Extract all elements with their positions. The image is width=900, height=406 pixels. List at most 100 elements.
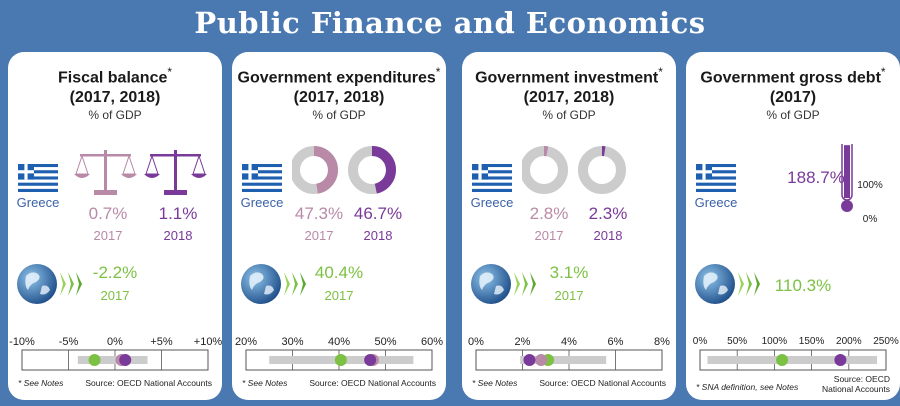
greece-marker-2017 (535, 354, 548, 366)
oecd-logo-icon (471, 264, 536, 304)
oecd-value: -2.2% (92, 263, 138, 282)
panel-title-main: Government expenditures (237, 69, 436, 87)
panel-title-years: (2017) (769, 89, 817, 107)
range-scale (245, 349, 433, 371)
source-note: Source: OECD National Accounts (539, 378, 666, 388)
scale-tick-label: -10% (9, 336, 35, 348)
greece-value-2018: 1.1% (158, 204, 198, 223)
oecd-range-bar (77, 356, 148, 364)
oecd-year: 2017 (100, 288, 130, 303)
panel-title-star: * (880, 65, 886, 79)
thermometer-label: 0% (862, 214, 878, 225)
panel-title-star: * (435, 65, 441, 79)
greece-visual (841, 144, 853, 212)
scale-tick-label: 4% (561, 336, 577, 348)
greece-marker-2018 (119, 354, 132, 366)
greece-debt-value: 188.7% (787, 168, 845, 187)
panel-title: Government expenditures* (2017, 2018) (232, 62, 446, 108)
scale-tick-label: 8% (654, 336, 670, 348)
scale-tick-label: 50% (727, 336, 748, 347)
panel-subtitle: % of GDP (312, 108, 366, 122)
source-note: Source: OECD National Accounts (309, 378, 436, 388)
scale-tick-label: 150% (798, 336, 825, 347)
panel-subtitle: % of GDP (766, 108, 820, 122)
scale-2017-icon (74, 150, 137, 195)
scale-tick-label: 6% (607, 336, 624, 348)
scale-tick-label: 2% (514, 336, 531, 348)
scale-tick-label: +10% (193, 336, 222, 348)
donut-track (522, 146, 568, 194)
greece-value-2018: 2.3% (588, 204, 628, 223)
oecd-logo-icon (241, 264, 306, 304)
country-label: Greece (16, 195, 60, 210)
scale-tick-label: 0% (107, 336, 123, 348)
scale-tick-label: 30% (281, 336, 304, 348)
oecd-year: 2017 (324, 288, 354, 303)
oecd-range-bar (707, 356, 878, 364)
panel-title-star: * (167, 65, 173, 79)
oecd-value: 3.1% (549, 263, 589, 282)
panel-title-main: Government investment (475, 69, 659, 87)
scale-tick-label: 100% (761, 336, 788, 347)
oecd-marker (334, 354, 347, 366)
range-scale (699, 349, 887, 371)
panel-title: Government investment* (2017, 2018) (462, 62, 676, 108)
thermometer-label: 100% (857, 180, 883, 191)
greece-marker-2017 (834, 354, 847, 366)
greece-value-2017: 0.7% (88, 204, 128, 223)
greece-visual (74, 150, 207, 195)
scale-tick-label: 20% (234, 336, 258, 348)
panel-subtitle: % of GDP (542, 108, 596, 122)
oecd-value: 40.4% (314, 263, 364, 282)
greece-year-2018: 2018 (163, 228, 193, 243)
panel-1: Government expenditures* (2017, 2018)% of… (232, 52, 446, 400)
panel-title-years: (2017, 2018) (69, 89, 161, 107)
source-note: Source: OECD National Accounts (821, 374, 890, 394)
panel-title-years: (2017, 2018) (523, 89, 615, 107)
scale-tick-label: 60% (420, 336, 444, 348)
greece-flag-icon (696, 164, 736, 192)
greece-flag-icon (472, 164, 512, 192)
donut-2018 (348, 146, 396, 194)
greece-visual (292, 146, 396, 194)
thermometer-icon (841, 144, 853, 212)
scale-tick-label: 200% (836, 336, 862, 347)
panel-title: Government gross debt* (2017) (686, 62, 900, 108)
greece-value-2018: 46.7% (353, 204, 403, 223)
greece-marker-2018 (523, 354, 536, 366)
panel-title-main: Government gross debt (700, 69, 881, 87)
footnote: * See Notes (18, 378, 64, 388)
oecd-marker (88, 354, 101, 366)
oecd-logo-icon (695, 264, 760, 304)
scale-tick-label: 0% (692, 336, 708, 347)
scale-tick-label: 50% (374, 336, 397, 348)
greece-year-2017: 2017 (534, 228, 564, 243)
oecd-range-bar (520, 356, 607, 364)
oecd-value: 110.3% (774, 276, 832, 295)
donut-2017 (522, 146, 568, 194)
scale-tick-label: 0% (468, 336, 484, 348)
panel-title: Fiscal balance* (2017, 2018) (8, 62, 222, 108)
donut-2018 (578, 146, 626, 194)
greece-year-2017: 2017 (93, 228, 123, 243)
footnote: * See Notes (472, 378, 518, 388)
greece-value-2017: 47.3% (294, 204, 344, 223)
greece-flag-icon (242, 164, 282, 192)
footnote: * SNA definition, see Notes (696, 382, 799, 392)
panel-title-years: (2017, 2018) (293, 89, 385, 107)
greece-value-2017: 2.8% (529, 204, 569, 223)
country-label: Greece (470, 195, 514, 210)
scale-tick-label: 250% (873, 336, 899, 347)
oecd-marker (776, 354, 789, 366)
range-scale (21, 349, 209, 371)
panel-title-star: * (658, 65, 663, 79)
panel-subtitle: % of GDP (88, 108, 142, 122)
greece-visual (522, 146, 626, 194)
greece-year-2017: 2017 (304, 228, 334, 243)
oecd-logo-icon (17, 264, 82, 304)
panel-3: Government gross debt* (2017)% of GDP Gree… (686, 52, 900, 400)
donut-track (578, 146, 626, 194)
footnote: * See Notes (242, 378, 288, 388)
greece-year-2018: 2018 (363, 228, 393, 243)
greece-flag-icon (18, 164, 58, 192)
